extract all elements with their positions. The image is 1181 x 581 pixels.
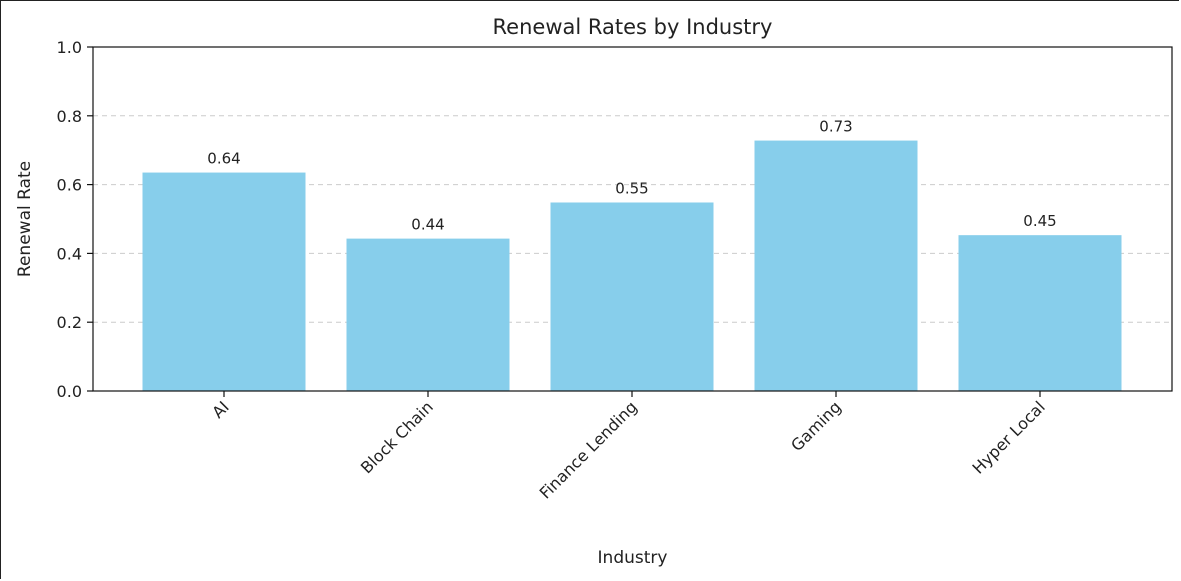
x-tick-label: Gaming: [787, 397, 845, 455]
chart-title: Renewal Rates by Industry: [493, 15, 773, 39]
y-axis-label: Renewal Rate: [15, 161, 35, 277]
y-tick-label: 0.2: [57, 313, 82, 332]
y-tick-label: 0.0: [57, 382, 82, 401]
x-tick-label: AI: [208, 397, 233, 422]
data-label: 0.55: [615, 179, 648, 197]
bars-group: [142, 140, 1122, 391]
bar-ai: [142, 172, 306, 391]
data-labels-group: 0.64 0.44 0.55 0.73 0.45: [207, 118, 1056, 234]
x-axis-label: Industry: [598, 548, 668, 568]
x-axis-ticks: AI Block Chain Finance Lending Gaming Hyper …: [208, 391, 1049, 503]
data-label: 0.45: [1023, 212, 1056, 230]
y-tick-label: 0.4: [57, 244, 82, 263]
bar-finance-lending: [550, 202, 714, 391]
x-tick-label: Block Chain: [357, 397, 437, 477]
y-tick-label: 1.0: [57, 38, 82, 57]
bar-block-chain: [346, 238, 510, 391]
x-tick-label: Hyper Local: [968, 397, 1048, 477]
bar-gaming: [754, 140, 918, 391]
y-axis-ticks: 0.0 0.2 0.4 0.6 0.8 1.0: [57, 38, 93, 401]
x-tick-label: Finance Lending: [536, 397, 641, 502]
y-tick-label: 0.6: [57, 176, 82, 195]
bar-hyper-local: [958, 235, 1122, 391]
data-label: 0.44: [411, 216, 444, 234]
y-tick-label: 0.8: [57, 107, 82, 126]
data-label: 0.73: [819, 118, 852, 136]
data-label: 0.64: [207, 150, 240, 168]
